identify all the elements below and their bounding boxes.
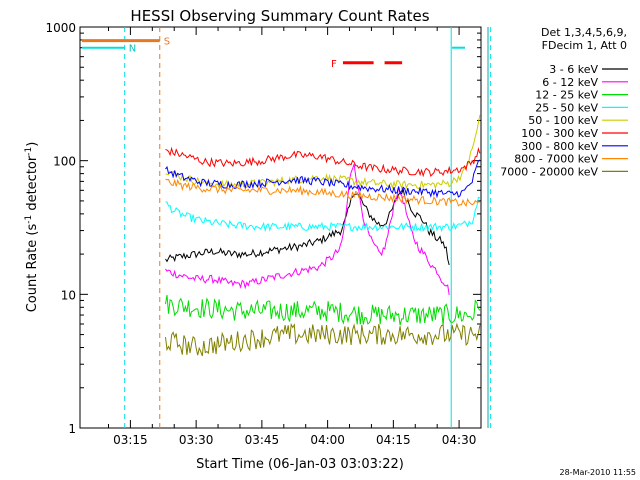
flag-n-label: N <box>129 44 136 55</box>
legend-label: 300 - 800 keV <box>521 140 598 153</box>
legend-label: 7000 - 20000 keV <box>500 165 598 178</box>
x-tick-label: 04:30 <box>442 433 477 447</box>
series-line-9 <box>165 322 481 357</box>
y-tick-label: 10 <box>61 288 76 302</box>
legend-label: 6 - 12 keV <box>542 76 598 89</box>
x-tick-label: 04:00 <box>310 433 345 447</box>
legend-label: 12 - 25 keV <box>535 89 598 102</box>
legend-header-2: FDecim 1, Att 0 <box>542 39 627 52</box>
y-tick-label: 1000 <box>45 21 76 35</box>
chart-title: HESSI Observing Summary Count Rates <box>130 7 429 25</box>
y-axis-label: Count Rate (s-1 detector-1) <box>24 142 40 313</box>
x-tick-label: 04:15 <box>376 433 411 447</box>
series-line-5 <box>165 114 481 190</box>
series-line-6 <box>165 146 481 178</box>
series-line-8 <box>165 178 480 208</box>
x-axis-label: Start Time (06-Jan-03 03:03:22) <box>196 457 404 472</box>
flag-s-label: S <box>164 37 170 48</box>
legend-label: 3 - 6 keV <box>549 63 598 76</box>
series-line-2 <box>165 163 450 295</box>
x-tick-label: 03:15 <box>113 433 148 447</box>
x-tick-label: 03:45 <box>245 433 280 447</box>
plot-area: 1 10 100 1000 03:15 03:30 03:45 04:00 04:15 04:30… <box>45 21 492 447</box>
timestamp: 28-Mar-2010 11:55 <box>560 468 637 477</box>
legend-label: 25 - 50 keV <box>535 101 598 114</box>
legend-label: 800 - 7000 keV <box>514 153 598 166</box>
legend-label: 50 - 100 keV <box>528 114 598 127</box>
legend-label: 100 - 300 keV <box>521 127 598 140</box>
series-line-3 <box>165 294 481 326</box>
x-tick-label: 03:30 <box>179 433 214 447</box>
series-line-7 <box>165 159 481 199</box>
y-tick-label: 100 <box>53 155 76 169</box>
series-line-4 <box>165 196 481 233</box>
series-line-1 <box>165 187 450 266</box>
y-tick-label: 1 <box>68 422 76 436</box>
flag-f-label: F <box>331 59 337 70</box>
plot-frame <box>79 26 482 429</box>
legend-header-1: Det 1,3,4,5,6,9, <box>541 26 627 39</box>
